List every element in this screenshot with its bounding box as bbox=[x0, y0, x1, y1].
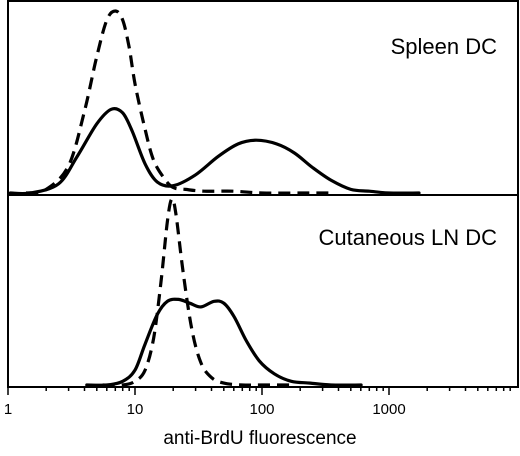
x-axis-title: anti-BrdU fluorescence bbox=[163, 428, 356, 449]
spleen-dc-dashed-curve bbox=[25, 9, 331, 195]
x-axis: 1 10 100 1000 anti-BrdU fluorescence bbox=[4, 387, 511, 449]
x-tick-label: 1 bbox=[4, 401, 12, 418]
cutaneous-ln-dc-solid-curve bbox=[85, 297, 363, 387]
cutaneous-ln-dc-curves bbox=[85, 197, 363, 387]
spleen-dc-solid-curve bbox=[8, 107, 421, 196]
x-tick-label: 100 bbox=[249, 401, 274, 418]
spleen-dc-curves bbox=[8, 9, 421, 196]
spleen-dc-label: Spleen DC bbox=[391, 34, 498, 59]
x-tick-label: 10 bbox=[127, 401, 144, 418]
cutaneous-ln-dc-dashed-curve bbox=[102, 197, 292, 387]
x-tick-label: 1000 bbox=[372, 401, 405, 418]
x-axis-ticks: 1 10 100 1000 bbox=[4, 387, 511, 418]
spleen-dc-panel: Spleen DC bbox=[8, 9, 498, 196]
cutaneous-ln-dc-label: Cutaneous LN DC bbox=[318, 225, 497, 250]
cutaneous-ln-dc-panel: Cutaneous LN DC bbox=[85, 197, 497, 387]
